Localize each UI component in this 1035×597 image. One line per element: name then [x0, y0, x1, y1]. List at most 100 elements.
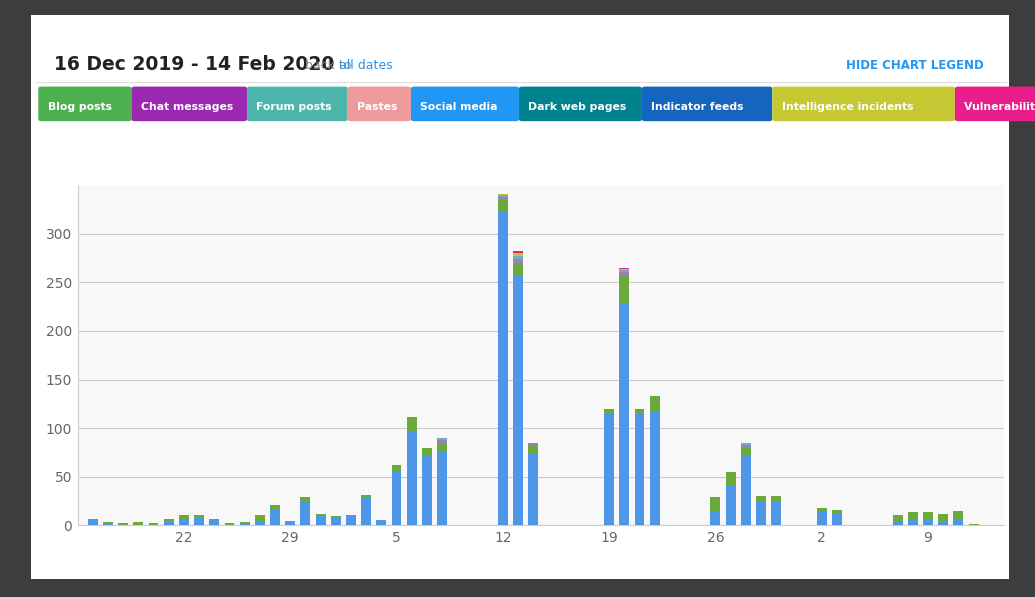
Bar [437, 453, 447, 525]
Bar [179, 521, 188, 525]
Bar [513, 253, 523, 256]
Bar [270, 510, 280, 525]
Bar [528, 454, 538, 525]
Bar [604, 409, 614, 414]
Bar [179, 515, 188, 521]
Bar [619, 275, 629, 304]
Bar [255, 515, 265, 522]
Bar [498, 211, 508, 525]
Bar [619, 269, 629, 270]
Bar [528, 443, 538, 445]
Bar [953, 521, 964, 525]
Text: Dark web pages: Dark web pages [528, 103, 626, 112]
Bar [619, 267, 629, 269]
Text: 16 Dec 2019 - 14 Feb 2020: 16 Dec 2019 - 14 Feb 2020 [54, 56, 334, 75]
Bar [969, 524, 978, 525]
Bar [817, 511, 827, 525]
Bar [422, 448, 432, 456]
Bar [513, 259, 523, 263]
Text: Forum posts: Forum posts [257, 103, 332, 112]
Bar [741, 443, 750, 445]
Bar [437, 438, 447, 440]
Text: Blog posts: Blog posts [48, 103, 112, 112]
Bar [513, 263, 523, 275]
Bar [832, 513, 841, 525]
Bar [953, 511, 964, 521]
Bar [710, 511, 720, 525]
Bar [756, 502, 766, 525]
Bar [619, 270, 629, 272]
Text: Chat messages: Chat messages [141, 103, 233, 112]
Bar [741, 445, 750, 448]
Bar [498, 194, 508, 195]
Bar [361, 496, 372, 498]
Bar [771, 501, 781, 525]
Bar [104, 522, 113, 524]
Bar [939, 522, 948, 525]
Bar [893, 522, 903, 525]
Bar [528, 445, 538, 454]
Bar [771, 496, 781, 501]
Bar [286, 521, 295, 522]
Bar [634, 414, 645, 525]
Bar [134, 522, 143, 525]
Bar [513, 275, 523, 525]
Bar [407, 417, 417, 431]
Bar [923, 521, 933, 525]
Bar [832, 510, 841, 513]
Bar [209, 519, 219, 521]
Bar [118, 524, 128, 525]
Bar [908, 521, 918, 525]
Bar [741, 448, 750, 456]
Bar [270, 505, 280, 510]
Text: Vulnerabilities & Exploits: Vulnerabilities & Exploits [965, 103, 1035, 112]
Bar [300, 497, 310, 502]
Bar [377, 519, 386, 525]
Bar [331, 518, 341, 525]
Bar [361, 498, 372, 525]
Bar [604, 414, 614, 525]
Bar [726, 472, 736, 485]
Bar [331, 516, 341, 518]
Bar [391, 465, 402, 472]
Bar [513, 256, 523, 259]
Bar [300, 502, 310, 525]
Bar [422, 456, 432, 525]
Bar [316, 516, 326, 525]
Bar [726, 485, 736, 525]
Bar [923, 512, 933, 521]
Bar [88, 521, 97, 525]
Bar [650, 411, 659, 525]
Bar [391, 472, 402, 525]
Bar [195, 518, 204, 525]
Bar [498, 199, 508, 211]
Text: HIDE CHART LEGEND: HIDE CHART LEGEND [846, 59, 983, 72]
Bar [88, 519, 97, 521]
Bar [286, 522, 295, 525]
Bar [225, 524, 234, 525]
Bar [407, 431, 417, 525]
Bar [741, 456, 750, 525]
Bar [939, 513, 948, 522]
Bar [893, 515, 903, 522]
Bar [164, 519, 174, 522]
Text: Indicator feeds: Indicator feeds [651, 103, 744, 112]
Text: Social media: Social media [420, 103, 498, 112]
Bar [710, 497, 720, 511]
Text: Pastes: Pastes [357, 103, 397, 112]
Text: back to: back to [305, 59, 356, 72]
Bar [437, 440, 447, 443]
Bar [908, 512, 918, 521]
Bar [316, 513, 326, 516]
Bar [104, 524, 113, 525]
Bar [149, 524, 158, 525]
Bar [240, 524, 249, 525]
Text: Intelligence incidents: Intelligence incidents [781, 103, 913, 112]
Text: all dates: all dates [339, 59, 393, 72]
Bar [164, 522, 174, 525]
Bar [650, 396, 659, 411]
Bar [619, 272, 629, 275]
Bar [195, 515, 204, 518]
Bar [513, 251, 523, 253]
Bar [437, 443, 447, 453]
